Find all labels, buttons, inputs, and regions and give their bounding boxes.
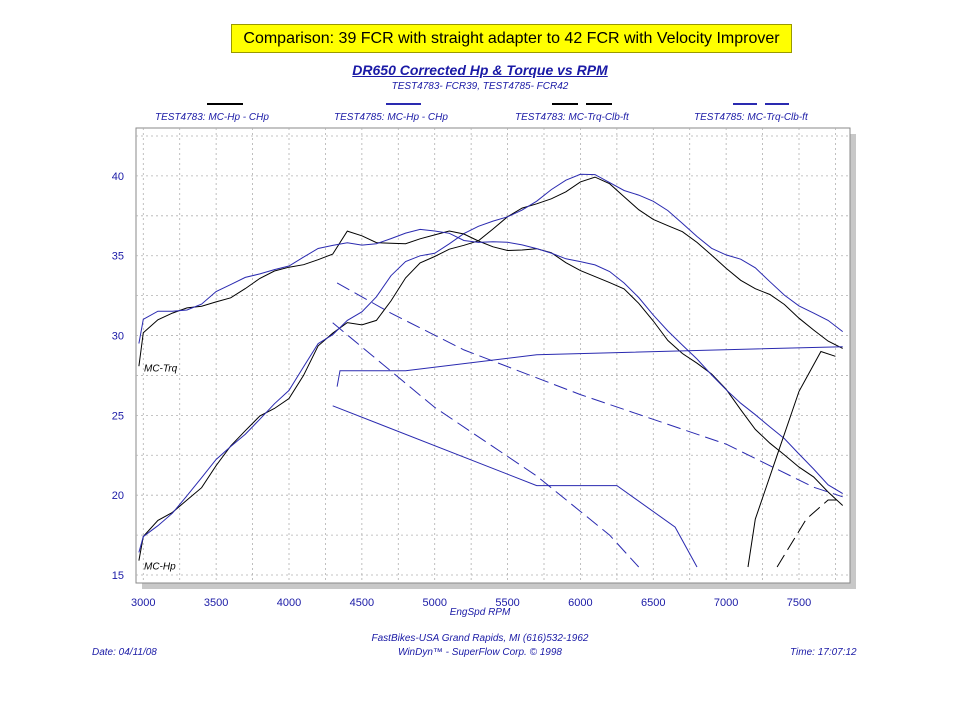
plot-area bbox=[135, 127, 851, 584]
legend-swatch-4783-trq bbox=[552, 103, 614, 105]
axis-annotation: MC-Hp bbox=[144, 561, 176, 572]
series-line bbox=[332, 405, 698, 568]
footer-time: Time: 17:07:12 bbox=[790, 647, 857, 658]
y-tick-label: 25 bbox=[112, 410, 124, 422]
legend-label-4783-hp: TEST4783: MC-Hp - CHp bbox=[155, 112, 269, 123]
x-tick-label: 7500 bbox=[787, 597, 811, 609]
x-tick-label: 4500 bbox=[350, 597, 374, 609]
series-line bbox=[776, 499, 843, 568]
legend-swatch-4783-hp bbox=[207, 103, 243, 105]
y-tick-label: 35 bbox=[112, 251, 124, 263]
y-tick-label: 40 bbox=[112, 171, 124, 183]
y-tick-label: 30 bbox=[112, 331, 124, 343]
x-axis-label: EngSpd RPM bbox=[449, 607, 511, 618]
x-tick-label: 6000 bbox=[568, 597, 592, 609]
chart-title: DR650 Corrected Hp & Torque vs RPM bbox=[352, 62, 608, 78]
comparison-banner: Comparison: 39 FCR with straight adapter… bbox=[231, 24, 792, 53]
series-line bbox=[747, 350, 836, 568]
chart-subtitle: TEST4783- FCR39, TEST4785- FCR42 bbox=[391, 81, 569, 92]
x-tick-label: 6500 bbox=[641, 597, 665, 609]
x-tick-label: 3500 bbox=[204, 597, 228, 609]
axis-annotation: MC-Trq bbox=[144, 363, 178, 374]
footer-software: WinDyn™ - SuperFlow Corp. © 1998 bbox=[397, 647, 562, 658]
series-line bbox=[138, 176, 843, 561]
x-tick-label: 3000 bbox=[131, 597, 155, 609]
footer-shop: FastBikes-USA Grand Rapids, MI (616)532-… bbox=[371, 633, 589, 644]
footer-date: Date: 04/11/08 bbox=[92, 647, 157, 658]
x-tick-label: 5500 bbox=[495, 597, 519, 609]
series-line bbox=[138, 173, 844, 553]
series-line bbox=[336, 346, 843, 387]
legend-swatch-4785-trq bbox=[733, 103, 793, 105]
series-line bbox=[332, 322, 640, 568]
y-tick-label: 20 bbox=[112, 490, 124, 502]
y-tick-label: 15 bbox=[112, 570, 124, 582]
legend-label-4785-hp: TEST4785: MC-Hp - CHp bbox=[334, 112, 448, 123]
x-tick-label: 5000 bbox=[422, 597, 446, 609]
series-line bbox=[336, 282, 843, 498]
legend-swatch-4785-hp bbox=[386, 103, 421, 105]
legend-label-4785-trq: TEST4785: MC-Trq-Clb-ft bbox=[694, 112, 808, 123]
legend-label-4783-trq: TEST4783: MC-Trq-Clb-ft bbox=[515, 112, 629, 123]
x-tick-label: 4000 bbox=[277, 597, 301, 609]
series-line bbox=[138, 228, 843, 495]
x-tick-label: 7000 bbox=[714, 597, 738, 609]
